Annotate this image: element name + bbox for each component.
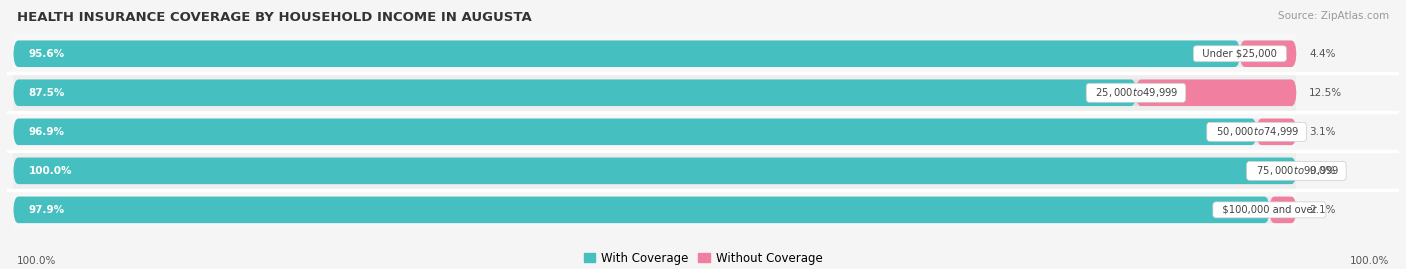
Bar bbox=[14, 34, 1296, 73]
Text: Under $25,000: Under $25,000 bbox=[1197, 49, 1284, 59]
FancyBboxPatch shape bbox=[14, 80, 1296, 106]
Text: HEALTH INSURANCE COVERAGE BY HOUSEHOLD INCOME IN AUGUSTA: HEALTH INSURANCE COVERAGE BY HOUSEHOLD I… bbox=[17, 11, 531, 24]
Bar bbox=[14, 112, 1296, 151]
Text: $75,000 to $99,999: $75,000 to $99,999 bbox=[1250, 164, 1343, 177]
FancyBboxPatch shape bbox=[1257, 119, 1296, 145]
FancyBboxPatch shape bbox=[14, 40, 1240, 67]
Text: Source: ZipAtlas.com: Source: ZipAtlas.com bbox=[1278, 11, 1389, 21]
Text: 100.0%: 100.0% bbox=[17, 256, 56, 266]
Text: 95.6%: 95.6% bbox=[30, 49, 65, 59]
Legend: With Coverage, Without Coverage: With Coverage, Without Coverage bbox=[579, 247, 827, 269]
Text: 97.9%: 97.9% bbox=[30, 205, 65, 215]
Text: 2.1%: 2.1% bbox=[1309, 205, 1336, 215]
Text: 100.0%: 100.0% bbox=[1350, 256, 1389, 266]
FancyBboxPatch shape bbox=[14, 119, 1257, 145]
Text: 3.1%: 3.1% bbox=[1309, 127, 1336, 137]
Text: 87.5%: 87.5% bbox=[30, 88, 65, 98]
FancyBboxPatch shape bbox=[14, 158, 1296, 184]
Bar bbox=[14, 190, 1296, 229]
Text: 0.0%: 0.0% bbox=[1309, 166, 1336, 176]
Text: 100.0%: 100.0% bbox=[30, 166, 72, 176]
FancyBboxPatch shape bbox=[1136, 80, 1296, 106]
FancyBboxPatch shape bbox=[14, 158, 1296, 184]
FancyBboxPatch shape bbox=[1270, 197, 1296, 223]
FancyBboxPatch shape bbox=[1240, 40, 1296, 67]
FancyBboxPatch shape bbox=[14, 40, 1296, 67]
FancyBboxPatch shape bbox=[14, 80, 1136, 106]
Text: 12.5%: 12.5% bbox=[1309, 88, 1343, 98]
Bar bbox=[14, 73, 1296, 112]
FancyBboxPatch shape bbox=[14, 197, 1296, 223]
Bar bbox=[14, 151, 1296, 190]
Text: 4.4%: 4.4% bbox=[1309, 49, 1336, 59]
FancyBboxPatch shape bbox=[14, 119, 1296, 145]
Text: $100,000 and over: $100,000 and over bbox=[1216, 205, 1323, 215]
Text: $50,000 to $74,999: $50,000 to $74,999 bbox=[1209, 125, 1303, 138]
Text: 96.9%: 96.9% bbox=[30, 127, 65, 137]
Text: $25,000 to $49,999: $25,000 to $49,999 bbox=[1090, 86, 1182, 99]
FancyBboxPatch shape bbox=[14, 197, 1270, 223]
